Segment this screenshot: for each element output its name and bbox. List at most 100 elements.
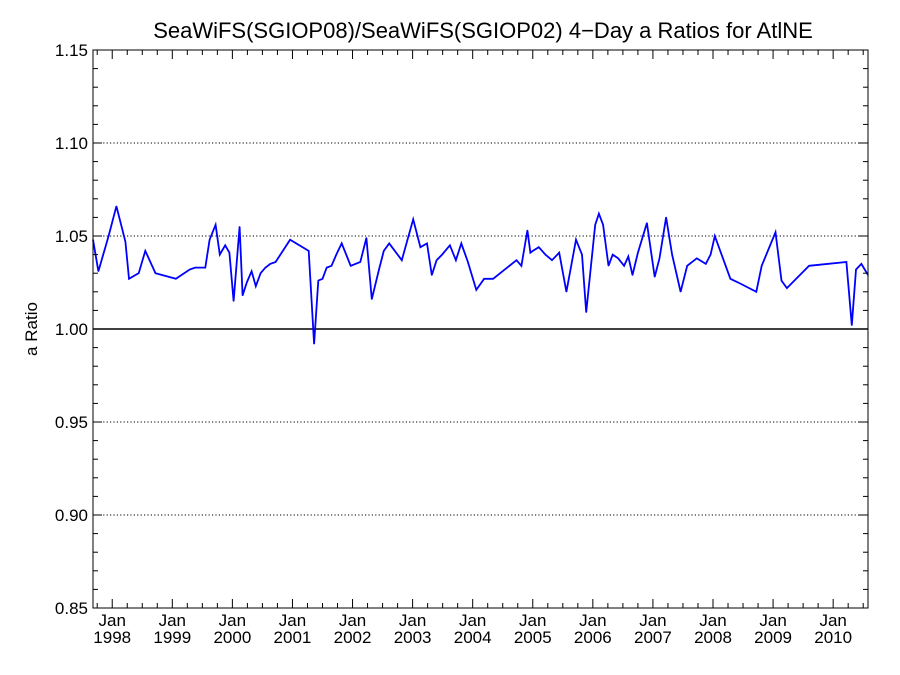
data-point xyxy=(860,263,863,265)
x-tick-label-month: Jan xyxy=(639,611,666,630)
y-tick-label: 1.15 xyxy=(55,41,88,60)
x-tick-label-month: Jan xyxy=(699,611,726,630)
data-point xyxy=(341,242,343,244)
data-point xyxy=(128,278,130,280)
data-point xyxy=(598,213,600,215)
data-point xyxy=(680,291,682,293)
x-tick-label-month: Jan xyxy=(519,611,546,630)
data-point xyxy=(786,287,788,289)
y-tick-label: 0.85 xyxy=(55,599,88,618)
data-point xyxy=(558,252,560,254)
data-point xyxy=(526,229,529,231)
data-point xyxy=(242,294,244,297)
x-tick-label-year: 1999 xyxy=(153,628,191,647)
data-point xyxy=(326,267,328,269)
data-point xyxy=(189,268,191,271)
data-point xyxy=(144,250,146,252)
data-point xyxy=(631,274,634,276)
data-point xyxy=(755,291,757,293)
data-point xyxy=(449,244,451,246)
data-point xyxy=(371,298,373,300)
data-point xyxy=(658,257,661,259)
data-point xyxy=(269,263,271,265)
data-point xyxy=(321,278,324,280)
data-point xyxy=(335,254,337,256)
data-point xyxy=(255,285,257,287)
x-tick-label-year: 2003 xyxy=(394,628,432,647)
data-point xyxy=(436,259,438,261)
data-point xyxy=(308,250,310,252)
data-point xyxy=(774,231,777,233)
x-tick-label-year: 2010 xyxy=(814,628,852,647)
series-line-0 xyxy=(92,205,869,344)
data-point xyxy=(602,224,604,226)
data-point xyxy=(851,324,853,326)
data-point xyxy=(729,278,732,280)
data-point xyxy=(383,250,385,252)
data-point xyxy=(138,272,140,274)
data-point xyxy=(627,255,629,258)
axis-ticks xyxy=(93,49,868,609)
x-tick-label-month: Jan xyxy=(399,611,426,630)
data-point xyxy=(264,267,266,269)
data-point xyxy=(239,226,241,228)
data-point xyxy=(219,254,221,256)
data-point xyxy=(233,300,235,302)
data-point xyxy=(529,252,532,254)
data-point xyxy=(441,254,443,256)
data-point xyxy=(330,265,333,267)
x-tick-label-month: Jan xyxy=(279,611,306,630)
data-point xyxy=(204,267,206,269)
x-tick-label-year: 2002 xyxy=(334,628,372,647)
y-tick-label: 0.90 xyxy=(55,506,88,525)
data-point xyxy=(761,265,763,267)
data-point xyxy=(359,261,361,263)
data-point xyxy=(855,268,857,271)
x-tick-labels: Jan1998Jan1999Jan2000Jan2001Jan2002Jan20… xyxy=(93,611,852,647)
data-point xyxy=(686,265,688,267)
x-tick-label-month: Jan xyxy=(339,611,366,630)
data-point xyxy=(431,274,433,276)
data-point xyxy=(538,246,540,248)
data-point xyxy=(365,237,367,239)
data-point xyxy=(175,278,177,280)
data-point xyxy=(808,265,810,267)
data-point xyxy=(654,276,656,278)
data-point xyxy=(710,254,712,256)
x-tick-label-month: Jan xyxy=(759,611,786,630)
data-point xyxy=(532,250,534,252)
data-point xyxy=(378,268,380,271)
y-tick-label: 1.10 xyxy=(55,134,88,153)
data-point xyxy=(115,205,117,207)
data-point xyxy=(520,265,523,267)
x-tick-label-month: Jan xyxy=(99,611,126,630)
y-axis-label: a Ratio xyxy=(22,302,41,356)
data-point xyxy=(289,239,291,241)
data-point xyxy=(637,252,639,254)
data-point xyxy=(224,244,226,246)
data-point xyxy=(350,265,352,267)
x-tick-label-month: Jan xyxy=(219,611,246,630)
y-tick-label: 1.05 xyxy=(55,227,88,246)
data-point xyxy=(565,291,568,293)
x-tick-label-year: 2006 xyxy=(574,628,612,647)
x-tick-label-year: 2001 xyxy=(274,628,312,647)
data-point xyxy=(714,235,716,237)
data-point xyxy=(483,278,485,280)
data-point xyxy=(696,257,698,259)
data-point xyxy=(419,246,421,248)
x-tick-label-year: 2007 xyxy=(634,628,672,647)
data-point xyxy=(97,270,99,272)
data-point xyxy=(705,263,707,265)
data-point xyxy=(612,254,614,256)
x-tick-label-year: 2005 xyxy=(514,628,552,647)
x-tick-label-year: 2009 xyxy=(754,628,792,647)
data-point xyxy=(475,289,477,291)
data-point xyxy=(426,242,428,244)
data-point xyxy=(515,259,518,261)
x-tick-label-year: 2000 xyxy=(213,628,251,647)
data-point xyxy=(108,235,110,237)
data-point xyxy=(228,252,230,254)
data-point xyxy=(594,224,596,226)
